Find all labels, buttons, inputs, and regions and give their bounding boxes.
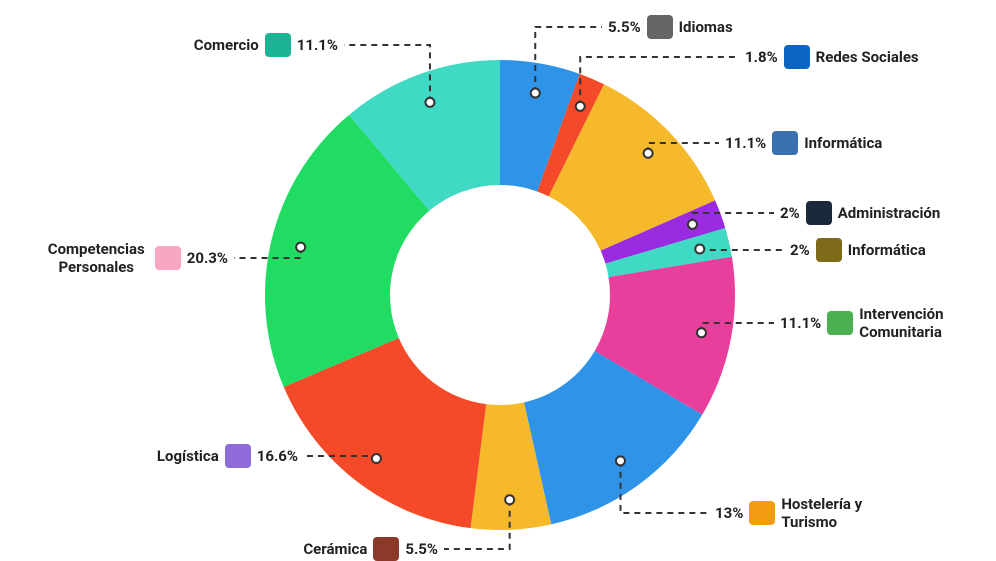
- value-label: 11.1%: [725, 134, 767, 152]
- donut-segment: [500, 60, 580, 192]
- icon: [646, 15, 673, 39]
- leader-dot: [504, 494, 516, 506]
- leader-line: [344, 44, 431, 103]
- leader-dot: [370, 453, 382, 465]
- value-label: 5.5%: [608, 18, 641, 36]
- icon: [373, 537, 400, 561]
- icon: [749, 501, 776, 525]
- leader-dot: [642, 147, 654, 159]
- leader-line: [579, 56, 739, 107]
- data-label: 11.1% Informática: [725, 131, 882, 155]
- value-label: 11.1%: [780, 314, 822, 332]
- data-label: 1.8% Redes Sociales: [745, 45, 919, 69]
- donut-segment: [548, 84, 716, 251]
- icon: [783, 45, 810, 69]
- category-label: Informática: [847, 241, 926, 259]
- donut-segment: [594, 256, 736, 415]
- value-label: 2%: [790, 241, 810, 259]
- icon: [827, 311, 854, 335]
- leader-line: [619, 460, 709, 514]
- donut-segment: [600, 200, 726, 264]
- donut-segment: [470, 402, 552, 531]
- leader-dot: [686, 218, 698, 230]
- data-label: Comercio 11.1%: [194, 33, 338, 57]
- leader-dot: [574, 100, 586, 112]
- value-label: 16.6%: [256, 447, 298, 465]
- leader-line: [444, 499, 511, 550]
- category-label: Idiomas: [678, 18, 733, 36]
- leader-dot: [424, 96, 436, 108]
- leader-dot: [694, 243, 706, 255]
- icon: [224, 444, 251, 468]
- value-label: 2%: [780, 204, 800, 222]
- data-label: Cerámica 5.5%: [303, 537, 438, 561]
- category-label: Informática: [804, 134, 883, 152]
- value-label: 1.8%: [745, 48, 778, 66]
- category-label: Redes Sociales: [815, 48, 919, 66]
- category-label: Hostelería y Turismo: [781, 495, 863, 531]
- donut-segment: [349, 60, 500, 211]
- data-label: 2% Administración: [780, 201, 940, 225]
- donut-segment: [537, 73, 605, 197]
- leader-dot: [614, 455, 626, 467]
- category-label: Competencias Personales: [47, 240, 145, 276]
- donut-segment: [605, 228, 732, 278]
- data-label: 13% Hostelería y Turismo: [715, 495, 896, 531]
- data-label: Competencias Personales 20.3%: [44, 240, 228, 276]
- category-label: Cerámica: [303, 540, 368, 558]
- data-label: 5.5% Idiomas: [608, 15, 733, 39]
- category-label: Logística: [156, 447, 219, 465]
- value-label: 11.1%: [296, 36, 338, 54]
- donut-segment: [523, 350, 703, 525]
- icon: [805, 201, 832, 225]
- data-label: 2% Informática: [790, 238, 926, 262]
- icon: [154, 246, 181, 270]
- donut-segment: [265, 114, 430, 387]
- value-label: 13%: [715, 504, 744, 522]
- data-label: Logística 16.6%: [157, 444, 298, 468]
- category-label: Administración: [837, 204, 941, 222]
- icon: [264, 33, 291, 57]
- icon: [815, 238, 842, 262]
- leader-dot: [529, 87, 541, 99]
- category-label: Intervención Comunitaria: [859, 305, 944, 341]
- leader-dot: [695, 327, 707, 339]
- donut-segment: [283, 338, 487, 529]
- value-label: 5.5%: [405, 540, 438, 558]
- leader-line: [698, 249, 784, 251]
- value-label: 20.3%: [186, 249, 228, 267]
- leader-dot: [295, 241, 307, 253]
- data-label: 11.1% Intervención Comunitaria: [780, 305, 974, 341]
- icon: [772, 131, 799, 155]
- category-label: Comercio: [193, 36, 259, 54]
- leader-line: [534, 26, 602, 94]
